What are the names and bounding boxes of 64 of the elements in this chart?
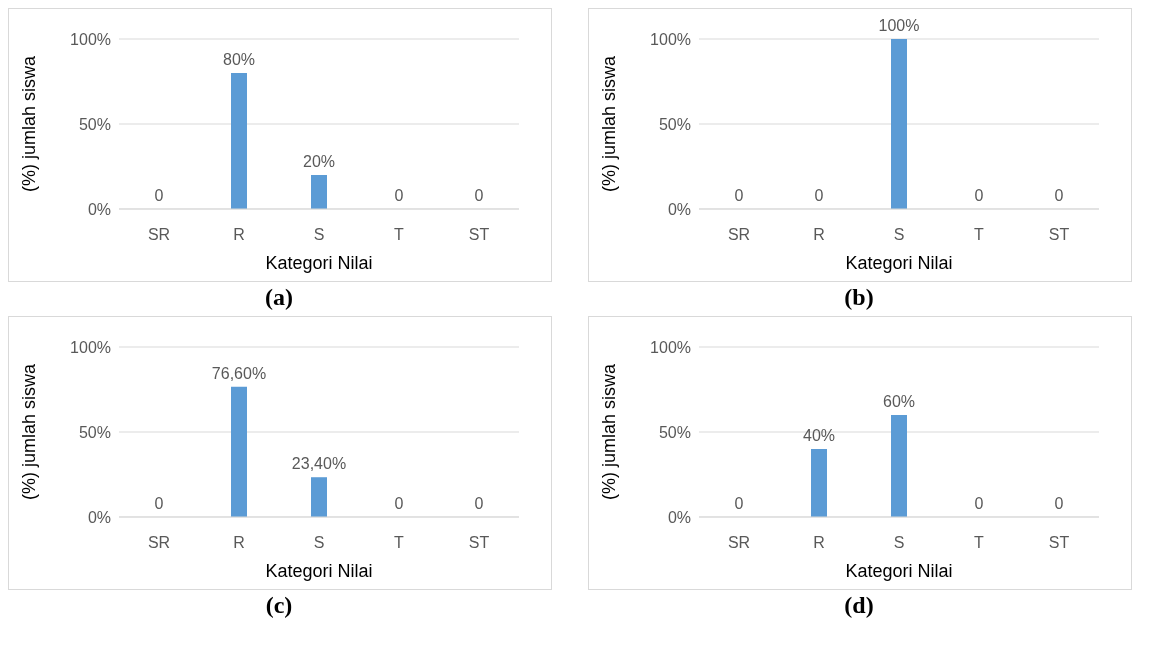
data-label: 0 xyxy=(974,495,984,512)
x-tick-label: T xyxy=(394,534,405,552)
x-tick-label: ST xyxy=(1048,226,1070,244)
x-tick-label: SR xyxy=(727,226,751,244)
data-label: 0 xyxy=(814,187,824,204)
y-tick-label: 100% xyxy=(650,30,691,48)
data-label: 100% xyxy=(878,17,920,34)
data-label: 0 xyxy=(474,187,484,204)
x-tick-label: SR xyxy=(727,534,751,552)
data-label: 60% xyxy=(882,393,916,410)
data-label: 76,60% xyxy=(211,364,267,382)
x-tick-label: ST xyxy=(468,226,490,244)
x-tick-label: T xyxy=(394,226,405,244)
x-tick-label: S xyxy=(313,226,325,244)
y-tick-label: 50% xyxy=(78,423,111,441)
text: (c) xyxy=(264,591,294,620)
text: (d) xyxy=(843,591,875,620)
y-tick-label: 0% xyxy=(87,508,111,526)
x-axis-title: Kategori Nilai xyxy=(845,561,953,581)
data-label: 20% xyxy=(302,153,336,170)
x-tick-label: R xyxy=(813,226,825,244)
x-tick-label: ST xyxy=(468,534,490,552)
y-tick-label: 100% xyxy=(650,338,691,356)
data-label: 0 xyxy=(1054,495,1064,512)
y-axis-title: (%) jumlah siswa xyxy=(19,363,40,501)
data-label: 80% xyxy=(222,51,256,68)
x-tick-label: SR xyxy=(147,226,171,244)
text: (b) xyxy=(843,283,875,312)
x-tick-label: R xyxy=(233,226,245,244)
data-label: 0 xyxy=(974,187,984,204)
x-tick-label: R xyxy=(233,534,245,552)
x-tick-label: T xyxy=(974,534,985,552)
y-tick-label: 0% xyxy=(87,200,111,218)
y-tick-label: 0% xyxy=(667,200,691,218)
data-label: 40% xyxy=(802,427,836,444)
data-label: 23,40% xyxy=(291,455,347,473)
data-label: 0 xyxy=(734,495,744,512)
x-tick-label: T xyxy=(974,226,985,244)
data-label: 0 xyxy=(734,187,744,204)
data-label: 0 xyxy=(474,495,484,512)
x-axis-title: Kategori Nilai xyxy=(265,253,373,273)
x-tick-label: S xyxy=(313,534,325,552)
y-tick-label: 50% xyxy=(78,115,111,133)
data-label: 0 xyxy=(394,187,404,204)
data-label: 0 xyxy=(154,495,164,512)
data-label: 0 xyxy=(154,187,164,204)
y-tick-label: 0% xyxy=(667,508,691,526)
data-label: 0 xyxy=(394,495,404,512)
x-tick-label: S xyxy=(893,226,905,244)
y-tick-label: 100% xyxy=(70,30,111,48)
x-axis-title: Kategori Nilai xyxy=(265,561,373,581)
y-axis-title: (%) jumlah siswa xyxy=(599,363,620,501)
x-tick-label: R xyxy=(813,534,825,552)
x-tick-label: SR xyxy=(147,534,171,552)
x-tick-label: S xyxy=(893,534,905,552)
y-tick-label: 50% xyxy=(658,423,691,441)
y-tick-label: 50% xyxy=(658,115,691,133)
x-axis-title: Kategori Nilai xyxy=(845,253,953,273)
y-axis-title: (%) jumlah siswa xyxy=(599,55,620,193)
y-tick-label: 100% xyxy=(70,338,111,356)
x-tick-label: ST xyxy=(1048,534,1070,552)
y-axis-title: (%) jumlah siswa xyxy=(19,55,40,193)
data-label: 0 xyxy=(1054,187,1064,204)
text: (a) xyxy=(264,283,294,312)
